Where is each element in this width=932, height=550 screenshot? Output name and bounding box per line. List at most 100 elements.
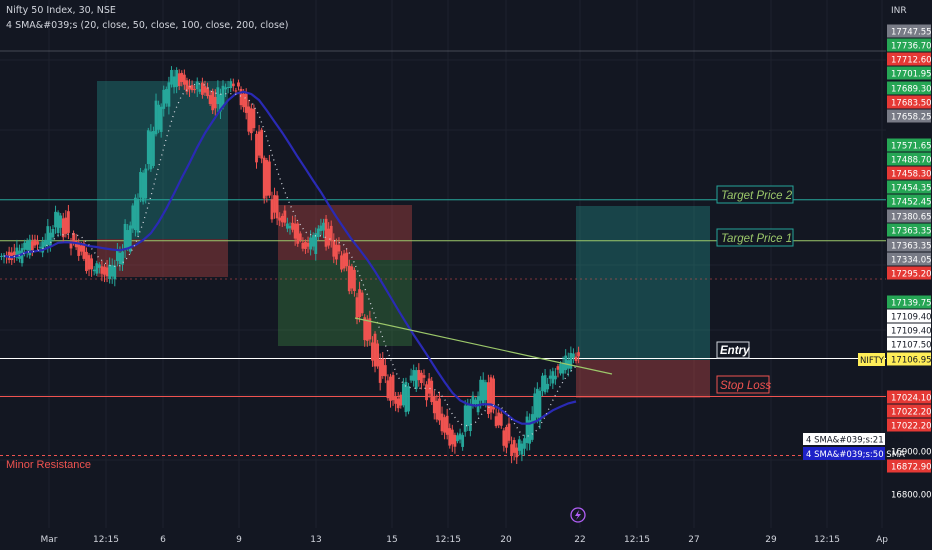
price-tag-bg — [887, 252, 931, 266]
indicator-title[interactable]: 4 SMA&#039;s (20, close, 50, close, 100,… — [6, 20, 289, 31]
candle-body — [548, 375, 552, 379]
candle-body — [365, 319, 369, 341]
candle-body — [479, 379, 483, 401]
price-tag-bg — [887, 418, 931, 432]
entry-label[interactable]: Entry — [716, 341, 750, 359]
candle-body — [51, 228, 55, 238]
price-tick-label: 16800.00 — [891, 491, 932, 501]
candle-body — [113, 265, 117, 280]
candle-body — [273, 195, 276, 213]
candle-body — [340, 255, 343, 270]
candle-body — [213, 96, 217, 109]
candle-body — [453, 434, 457, 447]
candle-body — [553, 375, 557, 380]
candle-body — [456, 435, 459, 442]
time-tick-label: Mar — [41, 535, 58, 545]
candle-body — [556, 366, 560, 370]
candle-body — [345, 252, 349, 267]
candle-body — [443, 417, 446, 433]
candle-body — [77, 242, 81, 256]
candle-body — [510, 444, 513, 456]
candle-body — [82, 243, 86, 259]
price-tag-bg — [887, 352, 931, 366]
candle-body — [61, 218, 65, 238]
candle-body — [468, 405, 472, 432]
price-tick-label: 17488.70 — [891, 156, 932, 166]
price-axis[interactable]: INR 17747.55 17736.70 17712.60 17701.95 1768… — [886, 0, 932, 550]
candle-body — [103, 266, 106, 275]
candle-body — [332, 240, 336, 257]
target-price-1-label[interactable]: Target Price 1 — [716, 228, 794, 247]
candle-body — [528, 420, 532, 444]
candle-body — [200, 82, 204, 95]
lightning-icon[interactable] — [570, 507, 586, 523]
candle-body — [391, 375, 395, 401]
candle-body — [360, 292, 364, 314]
target-price-2-label[interactable]: Target Price 2 — [716, 185, 794, 204]
price-tick-label: 17452.45 — [891, 198, 932, 208]
candle-body — [36, 241, 39, 245]
candles — [0, 66, 580, 464]
price-tag-bg — [887, 223, 931, 237]
candle-body — [262, 157, 266, 199]
candle-body — [69, 241, 73, 249]
candle-body — [30, 241, 34, 251]
price-tick-label: 17458.30 — [891, 170, 932, 180]
candle-body — [172, 76, 176, 88]
candle-body — [144, 168, 148, 199]
price-tick-label: 17689.30 — [891, 85, 932, 95]
minor-resistance-label[interactable]: Minor Resistance — [6, 459, 91, 471]
candle-body — [430, 380, 434, 403]
candle-body — [157, 104, 160, 130]
candle-body — [414, 370, 418, 389]
candle-body — [108, 264, 112, 280]
time-tick-label: 22 — [574, 535, 585, 545]
candle-body — [425, 384, 428, 401]
candle-body — [33, 239, 37, 246]
price-tick-label: 17363.35 — [891, 242, 932, 252]
currency-label: INR — [891, 6, 907, 16]
candle-body — [43, 239, 47, 247]
candle-body — [329, 225, 333, 241]
symbol-title[interactable]: Nifty 50 Index, 30, NSE — [6, 5, 116, 16]
candle-body — [219, 94, 222, 112]
trendline[interactable] — [354, 317, 613, 375]
candle-body — [543, 375, 547, 393]
candle-body — [288, 225, 292, 229]
candle-body — [206, 87, 209, 97]
candle-body — [141, 172, 145, 202]
price-tick-label: 17571.65 — [891, 142, 932, 152]
candle-body — [180, 72, 184, 83]
candle-body — [546, 383, 550, 390]
stop-loss-text: Stop Loss — [720, 380, 771, 392]
candle-body — [342, 253, 346, 269]
candle-body — [146, 130, 150, 165]
target-price-1-text: Target Price 1 — [721, 233, 792, 245]
candle-body — [394, 396, 398, 404]
time-tick-label: 29 — [765, 535, 777, 545]
candle-body — [363, 317, 367, 341]
time-tick-label: 12:15 — [624, 535, 650, 545]
candle-body — [525, 416, 529, 443]
candle-body — [198, 89, 202, 92]
candle-body — [260, 129, 264, 159]
candle-body — [54, 211, 57, 228]
time-tick-label: 15 — [386, 535, 397, 545]
sma-tags: 4 SMA&#039;s:21 SMA 4 SMA&#039;s:50 SMA … — [803, 353, 905, 460]
candle-body — [569, 352, 573, 369]
time-tick-label: 9 — [236, 535, 242, 545]
nifty-symbol-tag: NIFTY — [860, 356, 885, 366]
stop-loss-label[interactable]: Stop Loss — [716, 375, 771, 394]
candle-body — [427, 378, 431, 394]
candle-body — [404, 381, 408, 413]
candle-body — [185, 80, 189, 92]
candle-body — [577, 352, 580, 357]
candle-body — [162, 89, 166, 109]
candle-body — [177, 73, 181, 87]
candle-body — [90, 258, 94, 270]
time-axis[interactable]: Mar 12:15 6 9 13 15 12:15 20 22 12:15 27 29 12:15 Ap — [0, 528, 888, 550]
candle-body — [381, 358, 385, 377]
price-tick-label: 17295.20 — [891, 270, 932, 280]
candle-body — [376, 343, 380, 367]
